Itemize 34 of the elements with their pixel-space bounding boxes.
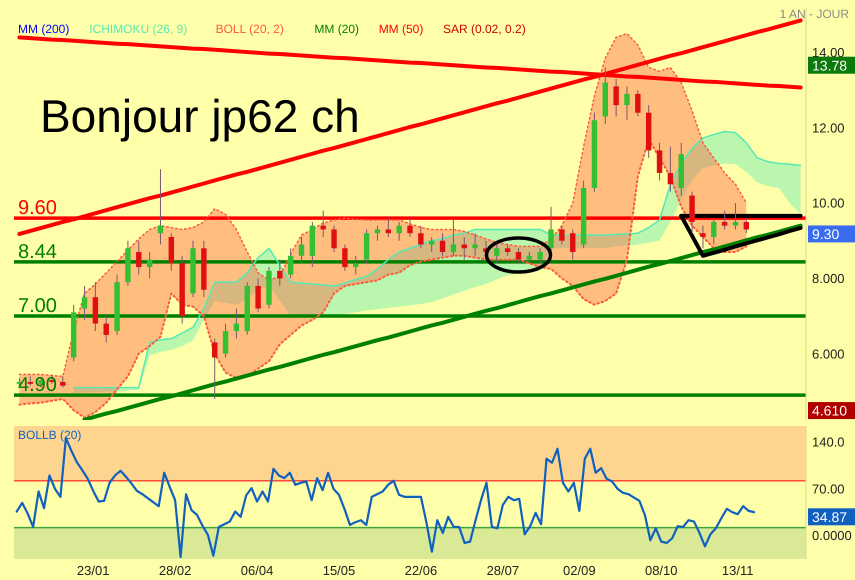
x-tick-label: 08/10 — [644, 563, 678, 578]
y-tick-label: 13.78 — [812, 57, 848, 74]
y-tick-label: 4.610 — [812, 402, 848, 419]
y-tick-label: 10.00 — [812, 196, 845, 211]
x-tick-label: 02/09 — [563, 563, 596, 578]
ref-line-label: 9.60 — [18, 197, 57, 220]
y-tick-label: 140.0 — [812, 434, 845, 450]
annotation: 1 AN - JOUR — [780, 7, 850, 21]
y-tick-label: 9.30 — [812, 226, 840, 242]
legend-label: MM (50) — [378, 22, 424, 36]
ref-line-label: 8.44 — [18, 240, 57, 263]
x-tick-label: 28/07 — [486, 563, 520, 578]
y-tick-label: 70.00 — [812, 481, 845, 496]
x-tick-label: 28/02 — [158, 563, 192, 578]
x-tick-label: 23/01 — [76, 563, 110, 578]
legend-label: MM (20) — [314, 22, 360, 36]
x-tick-label: 13/11 — [722, 563, 754, 578]
y-tick-label: 6.000 — [812, 346, 845, 362]
y-tick-label: 14.00 — [812, 44, 845, 60]
ref-line-label: 7.00 — [18, 295, 57, 318]
y-tick-label: 34.87 — [812, 508, 848, 525]
series-label: BOLLB (20) — [18, 428, 82, 442]
x-tick-label: 22/06 — [404, 563, 438, 578]
annotation: Bonjour jp62 ch — [40, 90, 360, 142]
y-tick-label: 12.00 — [812, 120, 845, 136]
legend-label: SAR (0.02, 0.2) — [443, 22, 526, 36]
y-tick-label: 8.000 — [812, 270, 845, 286]
x-tick-label: 15/05 — [322, 563, 356, 578]
ref-line-label: 4.90 — [18, 374, 57, 396]
x-tick-label: 06/04 — [240, 563, 274, 578]
legend-label: MM (200) — [18, 22, 70, 36]
text: BOLL (20, 2) — [216, 22, 284, 36]
y-tick-label: 0.0000 — [812, 528, 852, 544]
text: ICHIMOKU (26, 9) — [89, 22, 188, 36]
